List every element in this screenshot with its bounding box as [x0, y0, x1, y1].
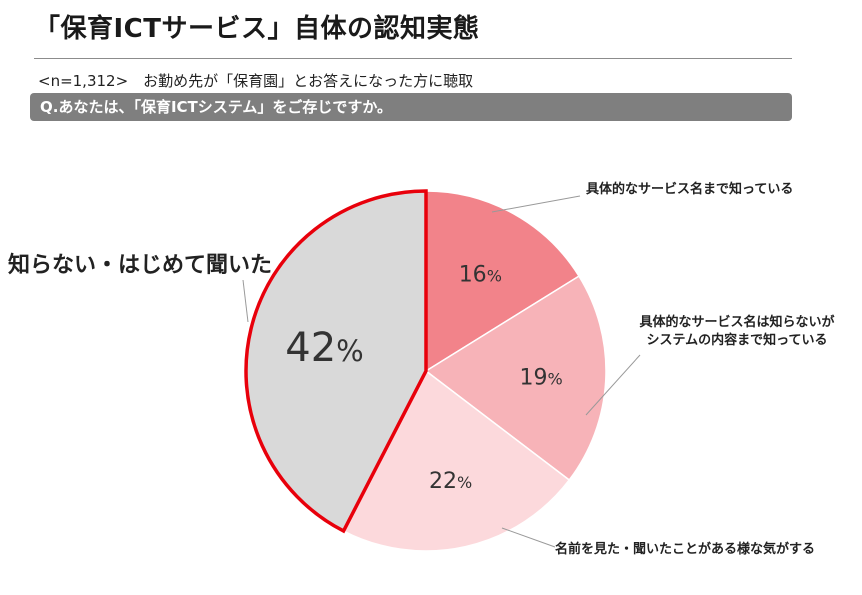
- leader-line: [242, 279, 249, 323]
- data-label-value: 22: [429, 469, 457, 494]
- page-title: 「保育ICTサービス」自体の認知実態: [34, 14, 480, 44]
- leader-line: [585, 354, 641, 416]
- data-label-unit: %: [336, 334, 364, 368]
- data-label-unit: %: [487, 267, 502, 286]
- slice-unknown-highlight: [244, 189, 428, 534]
- data-label-value: 42: [285, 325, 336, 371]
- leader-line: [501, 527, 556, 548]
- data-label-slice-heard-of: 22%: [429, 469, 472, 494]
- legend-label-brand-known: 具体的なサービス名まで知っている: [586, 182, 794, 197]
- sample-note: <n=1,312> お勤め先が「保育園」とお答えになった方に聴取: [38, 72, 474, 90]
- slice-content-known: [424, 275, 607, 482]
- slice-heard-of: [342, 369, 571, 552]
- data-label-slice-brand-known: 16%: [459, 263, 502, 288]
- slice-brand-known: [425, 190, 580, 373]
- legend-label-unknown: 知らない・はじめて聞いた: [8, 253, 273, 278]
- data-label-value: 16: [459, 263, 487, 288]
- legend-label-content-known: 具体的なサービス名は知らないが システムの内容まで知っている: [639, 315, 835, 348]
- leader-line: [491, 195, 581, 213]
- data-label-unit: %: [457, 473, 472, 492]
- data-label-slice-content-known: 19%: [519, 366, 562, 391]
- data-label-value: 19: [519, 366, 547, 391]
- title-divider: [34, 58, 792, 59]
- data-label-slice-unknown: 42%: [285, 325, 363, 371]
- question-banner: Q.あなたは、「保育ICTシステム」をご存じですか。: [30, 93, 792, 121]
- data-label-unit: %: [547, 370, 562, 389]
- legend-label-heard-of: 名前を見た・聞いたことがある様な気がする: [555, 542, 816, 557]
